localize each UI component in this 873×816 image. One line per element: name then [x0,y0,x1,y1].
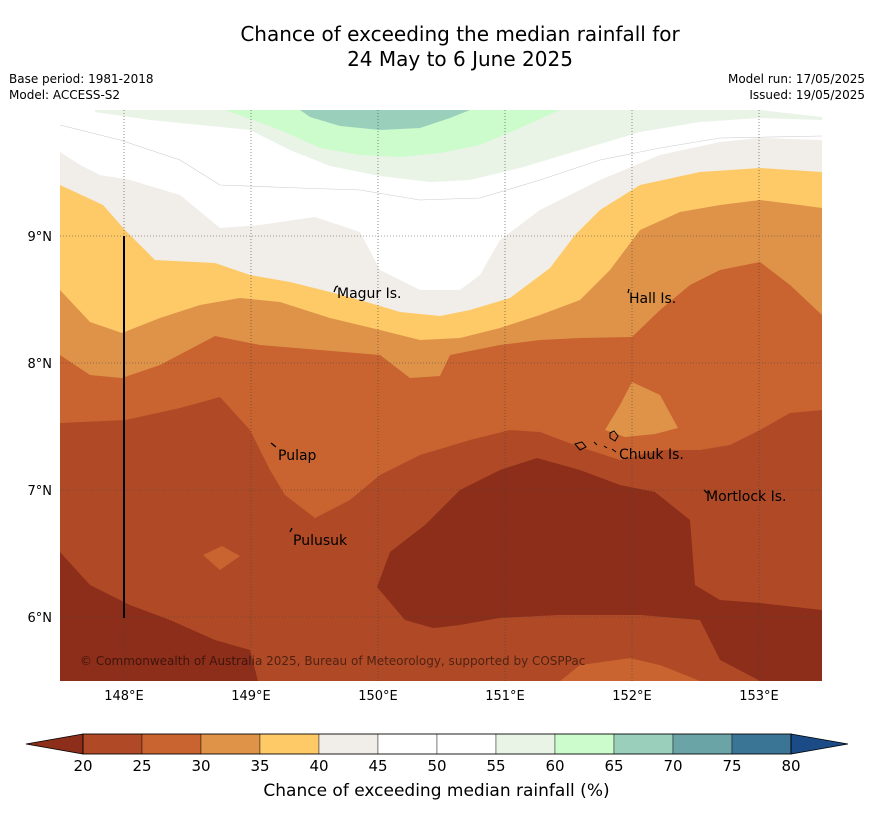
gridlines [60,110,822,681]
colorbar-swatch-c30_35 [200,733,261,755]
mortlock-island-mark [703,489,708,494]
title-line-1: Chance of exceeding the median rainfall … [240,22,680,46]
map-panel: Magur Is. Hall Is. Pulap Chuuk Is. Mortl… [60,110,822,681]
contour-25-30-south [560,658,700,681]
lon-tick-151e: 151°E [485,689,525,704]
contour-65-70 [300,110,470,130]
label-hall: Hall Is. [629,291,676,307]
contour-60-65 [225,110,560,157]
colorbar-tick-60: 60 [545,757,564,775]
lon-tick-153e: 153°E [739,689,779,704]
chart-title: Chance of exceeding the median rainfall … [0,22,873,72]
lon-tick-150e: 150°E [358,689,398,704]
magur-island-mark [333,285,339,293]
colorbar-swatch-c65_70 [613,733,674,755]
label-mortlock: Mortlock Is. [706,489,786,505]
colorbar-swatch-c40_45 [318,733,379,755]
meta-right: Model run: 17/05/2025 Issued: 19/05/2025 [728,71,865,103]
colorbar-swatch-c60_65 [554,733,615,755]
title-line-2: 24 May to 6 June 2025 [347,47,573,71]
contour-below20-west [60,552,258,681]
colorbar-tick-40: 40 [309,757,328,775]
contour-30-35-island [605,382,678,437]
lat-tick-8n: 8°N [28,357,53,372]
meta-left: Base period: 1981-2018 Model: ACCESS-S2 [9,71,154,103]
colorbar-swatch-c50_55 [436,733,497,755]
label-magur: Magur Is. [337,286,402,302]
colorbar-swatch-c75_80 [731,733,792,755]
contour-line-upper [60,124,822,201]
contour-25-30-blob [203,546,240,570]
chuuk-lagoon-mark [574,430,619,453]
lat-tick-6n: 6°N [28,611,53,626]
colorbar-tick-45: 45 [368,757,387,775]
lat-tick-7n: 7°N [28,484,53,499]
hall-island-mark [627,288,630,294]
contour-below20-centre [377,458,822,681]
colorbar-extend-low [25,733,84,755]
pulap-island-mark [270,442,277,448]
lat-tick-9n: 9°N [28,230,53,245]
colorbar-swatch-c55_60 [495,733,556,755]
colorbar-tick-50: 50 [427,757,446,775]
lat-tick-labels: 9°N 8°N 7°N 6°N [28,230,53,626]
colorbar-tick-55: 55 [486,757,505,775]
base-period: Base period: 1981-2018 [9,72,154,86]
model-run: Model run: 17/05/2025 [727,72,865,86]
colorbar-frame [82,733,792,755]
copyright-text: © Commonwealth of Australia 2025, Bureau… [80,654,585,668]
label-chuuk: Chuuk Is. [619,447,684,463]
colorbar-swatch-c20_25 [82,733,143,755]
issued-date: Issued: 19/05/2025 [749,88,865,102]
lon-tick-labels: 148°E 149°E 150°E 151°E 152°E 153°E [104,689,779,704]
colorbar: 20 25 30 35 40 45 50 55 60 65 70 75 80 [25,733,849,775]
label-pulusuk: Pulusuk [293,533,348,549]
label-pulap: Pulap [278,448,317,464]
colorbar-tick-30: 30 [191,757,210,775]
contour-20-25-south [258,615,760,681]
lon-tick-148e: 148°E [104,689,144,704]
model-name: Model: ACCESS-S2 [9,88,121,102]
colorbar-swatch-c25_30 [141,733,202,755]
colorbar-tick-65: 65 [604,757,623,775]
colorbar-swatch-c35_40 [259,733,320,755]
lon-tick-152e: 152°E [612,689,652,704]
colorbar-tick-70: 70 [663,757,682,775]
colorbar-tick-75: 75 [722,757,741,775]
colorbar-tick-25: 25 [132,757,151,775]
colorbar-tick-80: 80 [781,757,800,775]
colorbar-tick-20: 20 [73,757,92,775]
lon-tick-149e: 149°E [231,689,271,704]
colorbar-tick-35: 35 [250,757,269,775]
pulusuk-island-mark [289,527,293,533]
colorbar-swatch-c45_50 [377,733,438,755]
colorbar-extend-high [790,733,849,755]
colorbar-swatch-c70_75 [672,733,733,755]
colorbar-label: Chance of exceeding median rainfall (%) [263,781,610,801]
